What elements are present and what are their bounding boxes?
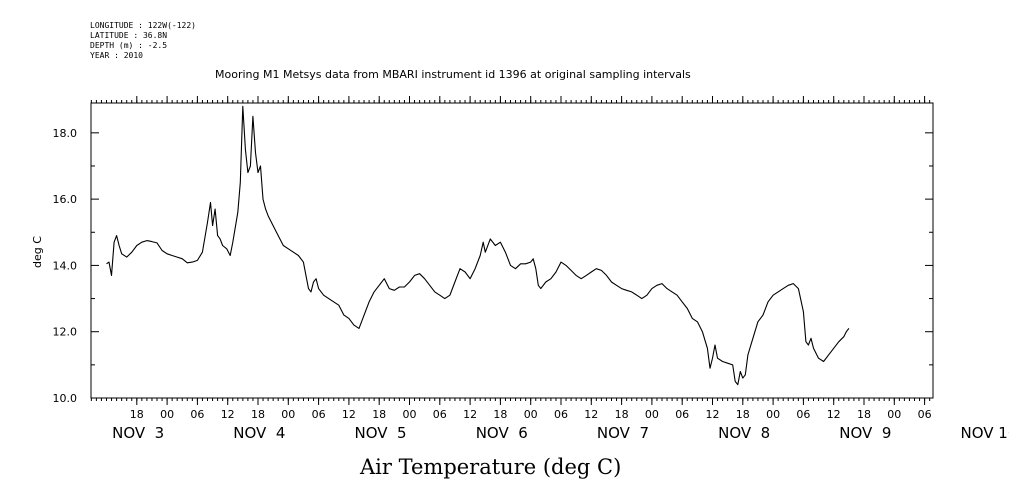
x-hour-label: 00	[887, 408, 901, 421]
y-tick-label: 16.0	[53, 193, 78, 206]
x-axis: 18 00 06 12 18 00 06 12 18 00 06 12 18 00 06 12 18 00 06 12…	[112, 96, 1009, 442]
meta-longitude: LONGITUDE : 122W(-122)	[90, 21, 196, 30]
minor-ticks	[90, 100, 931, 401]
x-day-label: NOV 3	[112, 424, 164, 442]
line-chart: 10.0 12.0 14.0 16.0 18.0 18 00 06 12 18 00 06 12 18 0…	[31, 96, 1009, 442]
series-layer	[106, 105, 850, 386]
meta-year: YEAR : 2010	[90, 51, 143, 60]
x-day-label: NOV 10	[961, 424, 1009, 442]
metadata-block: LONGITUDE : 122W(-122) LATITUDE : 36.8N …	[90, 21, 196, 61]
x-day-label: NOV 7	[597, 424, 649, 442]
x-day-label: NOV 6	[476, 424, 528, 442]
x-hour-label: 00	[160, 408, 174, 421]
x-day-label: NOV 4	[233, 424, 285, 442]
y-tick-label: 12.0	[53, 326, 78, 339]
x-hour-label: 18	[372, 408, 386, 421]
x-hour-label: 00	[403, 408, 417, 421]
x-hour-label: 00	[524, 408, 538, 421]
x-hour-label: 12	[221, 408, 235, 421]
plot-frame	[90, 102, 934, 399]
x-hour-label: 06	[918, 408, 932, 421]
x-day-label: NOV 8	[718, 424, 770, 442]
x-hour-label: 06	[433, 408, 447, 421]
x-hour-label: 06	[190, 408, 204, 421]
chart-title: Mooring M1 Metsys data from MBARI instru…	[215, 68, 691, 81]
plot-border	[90, 102, 934, 399]
x-hour-label: 06	[554, 408, 568, 421]
meta-depth: DEPTH (m) : -2.5	[90, 41, 168, 50]
y-tick-label: 14.0	[53, 259, 78, 272]
y-tick-label: 10.0	[53, 392, 78, 405]
x-hour-label: 12	[827, 408, 841, 421]
x-hour-label: 00	[281, 408, 295, 421]
y-tick-label: 18.0	[53, 127, 78, 140]
x-hour-label: 18	[736, 408, 750, 421]
x-hour-label: 18	[493, 408, 507, 421]
x-hour-label: 18	[251, 408, 265, 421]
x-hour-label: 18	[130, 408, 144, 421]
y-axis: 10.0 12.0 14.0 16.0 18.0	[53, 127, 933, 405]
x-hour-label: 12	[706, 408, 720, 421]
x-hour-label: 12	[342, 408, 356, 421]
x-day-label: NOV 5	[355, 424, 407, 442]
x-hour-label: 06	[796, 408, 810, 421]
x-day-label: NOV 9	[839, 424, 891, 442]
x-hour-label: 00	[645, 408, 659, 421]
x-hour-label: 06	[312, 408, 326, 421]
x-hour-label: 12	[584, 408, 598, 421]
x-hour-label: 00	[766, 408, 780, 421]
x-hour-label: 06	[675, 408, 689, 421]
y-axis-label: deg C	[31, 236, 44, 268]
meta-latitude: LATITUDE : 36.8N	[90, 31, 168, 40]
x-axis-title: Air Temperature (deg C)	[360, 455, 622, 479]
series-line-0	[106, 105, 850, 386]
x-hour-label: 12	[463, 408, 477, 421]
x-hour-label: 18	[857, 408, 871, 421]
x-hour-label: 18	[615, 408, 629, 421]
